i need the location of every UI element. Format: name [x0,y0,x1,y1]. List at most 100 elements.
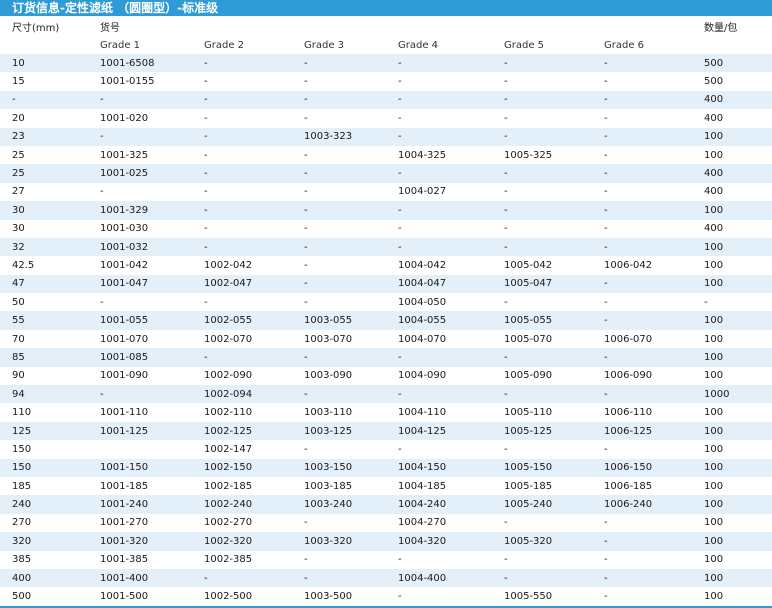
catalog-number-cell: 1002-047 [204,274,304,294]
table-row: 110 1001-110 1002-110 1003-110 1004-110 1005-… [0,403,772,422]
catalog-number-cell: - [398,109,504,128]
table-row: 185 1001-185 1002-185 1003-185 1004-185 1005-… [0,476,772,496]
table-row: 25 1001-325- -1004-325 1005-325-100 [0,145,772,165]
qty-cell: 500 [704,54,772,73]
grade-header: Grade 1 [100,39,141,51]
catalog-number-cell: 1001-325 [100,145,204,165]
size-cell: 25 [0,145,100,165]
bottom-divider [0,605,772,608]
catalog-number-cell: 1005-550 [504,587,604,606]
size-cell: 85 [0,348,100,367]
catalog-number-cell: - [304,109,398,128]
size-cell: 47 [0,274,100,294]
catalog-number-cell: - [398,348,504,367]
header-row-primary: 尺寸(mm) 货号 数量/包 [0,16,772,36]
catalog-number-cell: - [304,568,398,588]
size-cell: 55 [0,311,100,330]
catalog-number-cell: 1001-270 [100,513,204,533]
catalog-number-cell: 1003-500 [304,587,398,606]
catalog-number-cell: 1002-240 [204,495,304,514]
catalog-number-cell: - [204,145,304,165]
catalog-number-cell: - [204,90,304,110]
catalog-number-cell: - [304,182,398,202]
catalog-number-cell: 1001-320 [100,532,204,551]
catalog-number-cell: 1004-270 [398,513,504,533]
catalog-number-cell: 1001-032 [100,237,204,257]
catalog-number-cell: 1001-042 [100,256,204,275]
catalog-number-cell: 1005-125 [504,421,604,441]
catalog-number-cell: - [204,182,304,202]
catalog-number-cell: - [304,164,398,183]
catalog-number-cell: 1003-070 [304,329,398,349]
catalog-number-cell: 1005-047 [504,274,604,294]
catalog-number-cell: 1006-090 [604,366,704,386]
grade-header: Grade 2 [204,39,245,51]
catalog-number-cell: 1004-042 [398,256,504,275]
catalog-number-cell: 1004-090 [398,366,504,386]
catalog-number-cell: - [504,550,604,569]
catalog-number-cell: 1003-323 [304,127,398,146]
catalog-number-cell: - [504,72,604,91]
catalog-number-cell: 1006-185 [604,476,704,496]
catalog-number-cell: 1006-042 [604,256,704,275]
catalog-number-cell: - [204,237,304,257]
grade-header: Grade 4 [398,39,439,51]
catalog-number-cell: - [504,513,604,533]
table-row: 32 1001-032- - - - -100 [0,237,772,257]
size-cell: 20 [0,109,100,128]
qty-cell: 100 [704,458,772,477]
catalog-number-cell: - [504,219,604,238]
catalog-number-cell: - [604,532,704,551]
catalog-number-cell: - [100,182,204,202]
catalog-number-cell: 1005-055 [504,311,604,330]
table-row: 27- - -1004-027- -400 [0,182,772,202]
catalog-number-cell: - [504,164,604,183]
table-row: 320 1001-320 1002-320 1003-320 1004-320 1005-… [0,532,772,551]
qty-cell: 100 [704,440,772,459]
catalog-number-cell: 1002-147 [204,440,304,459]
qty-cell: 100 [704,311,772,330]
catalog-number-cell: - [504,237,604,257]
catalog-number-cell: 1002-320 [204,532,304,551]
catalog-number-cell: - [304,348,398,367]
catalog-number-cell: - [504,293,604,312]
qty-cell: 100 [704,366,772,386]
catalog-number-cell: 1005-150 [504,458,604,477]
size-cell: 500 [0,587,100,606]
catalog-number-cell: - [204,293,304,312]
qty-cell: 400 [704,90,772,110]
catalog-number-cell: - [204,127,304,146]
size-cell: 240 [0,495,100,514]
catalog-number-cell: - [604,274,704,294]
catalog-number-cell: 1001-110 [100,403,204,422]
catalog-number-cell: - [204,164,304,183]
catalog-number-cell: 1001-185 [100,476,204,496]
catalog-number-cell: - [398,201,504,220]
catalog-number-cell: - [204,201,304,220]
table-row: 10 1001-6508- - - - -500 [0,54,772,73]
catalog-number-cell: - [100,293,204,312]
catalog-number-cell: - [504,201,604,220]
catalog-number-cell: - [604,293,704,312]
table-row: - - - - - - -400 [0,90,772,110]
catalog-number-cell: 1002-500 [204,587,304,606]
size-cell: 25 [0,164,100,183]
catalog-number-cell: - [304,54,398,73]
qty-cell: - [704,293,772,312]
size-cell: 30 [0,219,100,238]
catalog-number-cell: 1001-020 [100,109,204,128]
catalog-number-cell: - [304,256,398,275]
size-cell: 400 [0,568,100,588]
qty-cell: 400 [704,109,772,128]
catalog-number-cell: 1004-050 [398,293,504,312]
size-cell: 15 [0,72,100,91]
catalog-number-cell: - [304,293,398,312]
catalog-number-cell: 1002-150 [204,458,304,477]
size-cell: 125 [0,421,100,441]
catalog-number-cell: 1003-125 [304,421,398,441]
catalog-number-cell: 1003-185 [304,476,398,496]
catalog-number-cell: - [398,385,504,404]
catalog-number-cell: - [304,72,398,91]
size-cell: 150 [0,440,100,459]
catalog-number-cell: - [504,568,604,588]
